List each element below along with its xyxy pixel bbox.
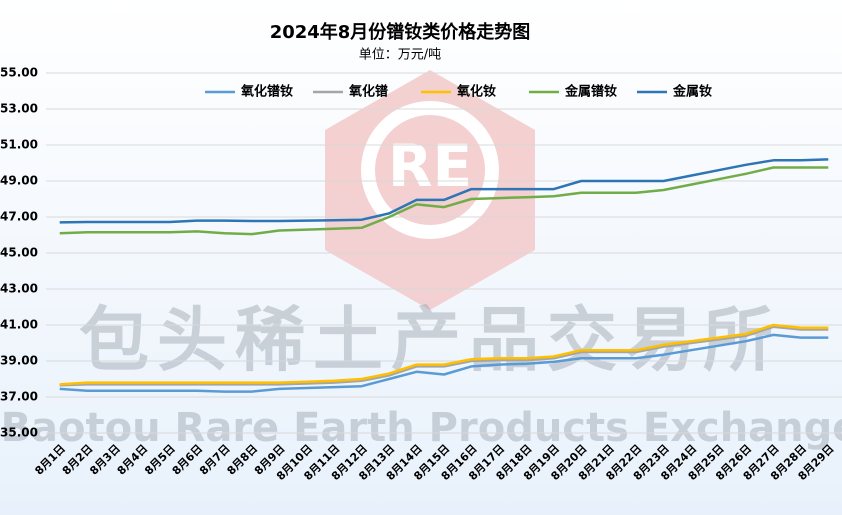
watermark-en: Baotou Rare Earth Products Exchange xyxy=(1,405,842,451)
y-tick-label: 45.00 xyxy=(0,246,38,260)
y-tick-label: 55.00 xyxy=(0,66,38,80)
logo-ring xyxy=(361,101,499,239)
legend-label: 氧化镨钕 xyxy=(240,84,293,100)
y-tick-label: 47.00 xyxy=(0,210,38,224)
y-tick-label: 51.00 xyxy=(0,138,38,152)
y-tick-label: 43.00 xyxy=(0,282,38,296)
line xyxy=(59,333,829,393)
legend-label: 氧化钕 xyxy=(456,84,496,100)
chart-title: 2024年8月份镨钕类价格走势图 xyxy=(270,21,531,43)
line xyxy=(59,166,829,236)
y-tick-label: 49.00 xyxy=(0,174,38,188)
legend-label: 金属钕 xyxy=(672,84,712,100)
y-tick-label: 37.00 xyxy=(0,390,38,404)
watermark: 包头稀土产品交易所 xyxy=(79,299,781,381)
logo-text: RE xyxy=(388,132,472,200)
chart-subtitle: 单位：万元/吨 xyxy=(359,48,441,63)
line xyxy=(59,325,829,387)
legend-label: 金属镨钕 xyxy=(564,84,617,100)
y-tick-label: 53.00 xyxy=(0,102,38,116)
y-tick-label: 35.00 xyxy=(0,426,38,440)
line xyxy=(59,323,829,386)
y-tick-label: 41.00 xyxy=(0,318,38,332)
y-tick-label: 39.00 xyxy=(0,354,38,368)
legend-label: 氧化镨 xyxy=(348,84,388,100)
line xyxy=(59,158,829,224)
